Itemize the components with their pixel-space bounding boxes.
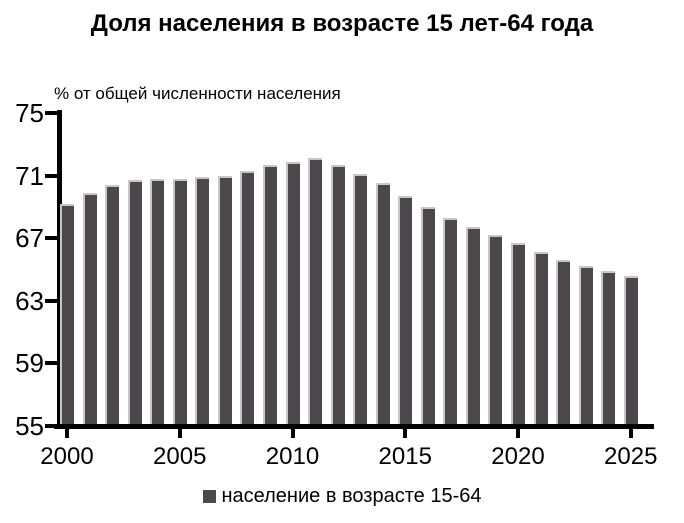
bar-2009 (262, 164, 277, 427)
x-tick-label-2010: 2010 (265, 443, 320, 470)
x-tick-2010 (290, 429, 295, 438)
axis-unit-label: % от общей численности населения (54, 84, 341, 103)
bar-2006 (195, 177, 210, 427)
x-tick-2025 (628, 429, 633, 438)
bar-2002 (105, 184, 120, 427)
x-tick-label-2000: 2000 (40, 443, 94, 470)
bar-2000 (60, 203, 74, 427)
y-axis-line (57, 110, 62, 429)
bar-2005 (172, 178, 187, 427)
bar-2007 (217, 175, 232, 427)
y-tick-71 (45, 173, 57, 178)
bar-2014 (375, 183, 390, 427)
bar-2010 (285, 161, 300, 427)
legend-label: население в возрасте 15-64 (221, 485, 482, 507)
y-tick-55 (45, 424, 57, 428)
y-tick-label-63: 63 (15, 285, 44, 316)
y-tick-67 (45, 236, 57, 241)
bar-2003 (127, 180, 142, 427)
bar-2011 (308, 158, 323, 427)
bar-2016 (420, 206, 435, 427)
bar-2019 (488, 235, 503, 427)
bar-2022 (556, 260, 571, 427)
bar-2025 (623, 275, 638, 427)
bar-2015 (398, 195, 413, 427)
y-tick-63 (45, 298, 57, 303)
y-tick-label-59: 59 (15, 348, 44, 379)
bar-2020 (511, 242, 525, 427)
chart-title: Доля населения в возрасте 15 лет-64 года (90, 10, 594, 37)
x-tick-2015 (403, 429, 408, 438)
y-tick-59 (45, 361, 57, 366)
y-tick-label-75: 75 (15, 98, 44, 128)
x-tick-label-2020: 2020 (491, 443, 545, 470)
legend-swatch (202, 490, 216, 503)
y-tick-label-67: 67 (15, 223, 44, 254)
bar-2023 (578, 266, 593, 427)
bar-2013 (353, 174, 368, 427)
bar-2008 (240, 170, 255, 427)
bar-2004 (150, 178, 165, 427)
x-tick-label-2015: 2015 (378, 443, 432, 470)
bar-2024 (601, 271, 616, 427)
x-tick-2000 (65, 429, 69, 438)
x-tick-label-2005: 2005 (153, 443, 207, 470)
bar-2001 (82, 192, 97, 427)
bar-2017 (443, 217, 458, 427)
bar-2018 (465, 227, 480, 427)
y-tick-75 (45, 111, 57, 115)
bar-2012 (330, 164, 345, 427)
x-tick-2020 (516, 429, 520, 438)
x-axis-line (54, 424, 654, 429)
x-tick-2005 (177, 429, 182, 438)
y-tick-label-55: 55 (15, 411, 44, 441)
legend: население в возрасте 15-64 (0, 485, 684, 508)
y-tick-label-71: 71 (15, 160, 44, 191)
x-tick-label-2025: 2025 (604, 443, 658, 470)
bar-2021 (533, 252, 548, 427)
